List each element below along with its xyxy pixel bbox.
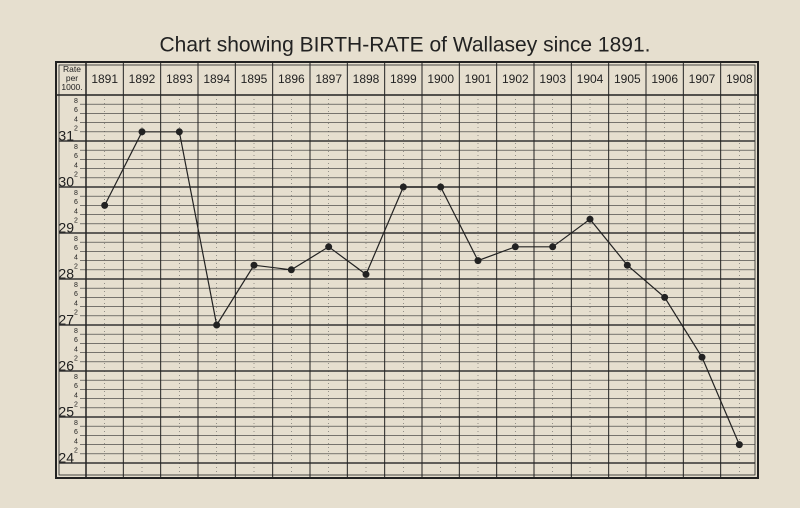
y-tick-label: 8 (74, 328, 78, 335)
x-tick-label: 1899 (390, 72, 417, 86)
frame (55, 61, 759, 479)
point (735, 441, 743, 449)
y-tick-label: 4 (74, 300, 78, 307)
y-tick-label: 6 (74, 429, 78, 436)
y-tick-label: 2 (74, 218, 78, 225)
point (474, 257, 482, 265)
y-tick-label: 8 (74, 190, 78, 197)
y-tick-label: 2 (74, 126, 78, 133)
y-tick-label: 4 (74, 162, 78, 169)
y-tick-label: 8 (74, 374, 78, 381)
point (437, 183, 445, 191)
point (623, 261, 631, 269)
x-tick-label: 1892 (129, 72, 156, 86)
x-tick-label: 1907 (689, 72, 716, 86)
point (586, 215, 594, 223)
x-tick-label: 1895 (241, 72, 268, 86)
point (138, 128, 146, 136)
y-tick-label: 31 (58, 128, 74, 144)
y-tick-label: 6 (74, 383, 78, 390)
x-tick-label: 1900 (427, 72, 454, 86)
y-tick-label: 25 (58, 404, 74, 420)
point (661, 293, 669, 301)
x-tick-label: 1893 (166, 72, 193, 86)
x-tick-label: 1901 (465, 72, 492, 86)
y-tick-label: 2 (74, 310, 78, 317)
point (250, 261, 258, 269)
point (101, 201, 109, 209)
point (362, 270, 370, 278)
y-tick-label: 6 (74, 153, 78, 160)
y-tick-label: 24 (58, 450, 74, 466)
point (698, 353, 706, 361)
chart-title: Chart showing BIRTH-RATE of Wallasey sin… (160, 34, 651, 57)
x-tick-label: 1898 (353, 72, 380, 86)
y-tick-label: 6 (74, 199, 78, 206)
y-tick-label: 8 (74, 420, 78, 427)
x-tick-label: 1897 (315, 72, 342, 86)
point (325, 243, 333, 251)
y-tick-label: 30 (58, 174, 74, 190)
y-tick-label: 2 (74, 356, 78, 363)
y-tick-label: 29 (58, 220, 74, 236)
x-tick-label: 1902 (502, 72, 529, 86)
y-tick-label: 8 (74, 282, 78, 289)
y-tick-label: 26 (58, 358, 74, 374)
y-tick-label: 2 (74, 402, 78, 409)
y-tick-label: 6 (74, 337, 78, 344)
point (399, 183, 407, 191)
y-tick-label: 2 (74, 264, 78, 271)
y-tick-label: 8 (74, 144, 78, 151)
x-tick-label: 1891 (91, 72, 118, 86)
x-tick-label: 1903 (539, 72, 566, 86)
y-tick-label: 4 (74, 254, 78, 261)
x-tick-label: 1908 (726, 72, 753, 86)
y-tick-label: 2 (74, 172, 78, 179)
y-tick-label: 6 (74, 245, 78, 252)
x-tick-label: 1905 (614, 72, 641, 86)
y-tick-label: 6 (74, 107, 78, 114)
y-tick-label: 4 (74, 116, 78, 123)
line (104, 131, 740, 445)
x-tick-label: 1904 (577, 72, 604, 86)
x-tick-label: 1906 (651, 72, 678, 86)
x-tick-label: 1896 (278, 72, 305, 86)
y-label-box: Rate per 1000. (61, 64, 83, 92)
y-tick-label: 4 (74, 208, 78, 215)
y-tick-label: 8 (74, 236, 78, 243)
y-tick-label: 4 (74, 346, 78, 353)
y-tick-label: 27 (58, 312, 74, 328)
y-tick-label: 4 (74, 438, 78, 445)
point (287, 266, 295, 274)
y-axis-label: Rate per 1000. (61, 64, 83, 92)
point (213, 321, 221, 329)
point (175, 128, 183, 136)
y-tick-label: 4 (74, 392, 78, 399)
y-tick-label: 2 (74, 448, 78, 455)
y-tick-label: 8 (74, 98, 78, 105)
point (511, 243, 519, 251)
y-tick-label: 6 (74, 291, 78, 298)
y-tick-label: 28 (58, 266, 74, 282)
point (549, 243, 557, 251)
x-tick-label: 1894 (203, 72, 230, 86)
